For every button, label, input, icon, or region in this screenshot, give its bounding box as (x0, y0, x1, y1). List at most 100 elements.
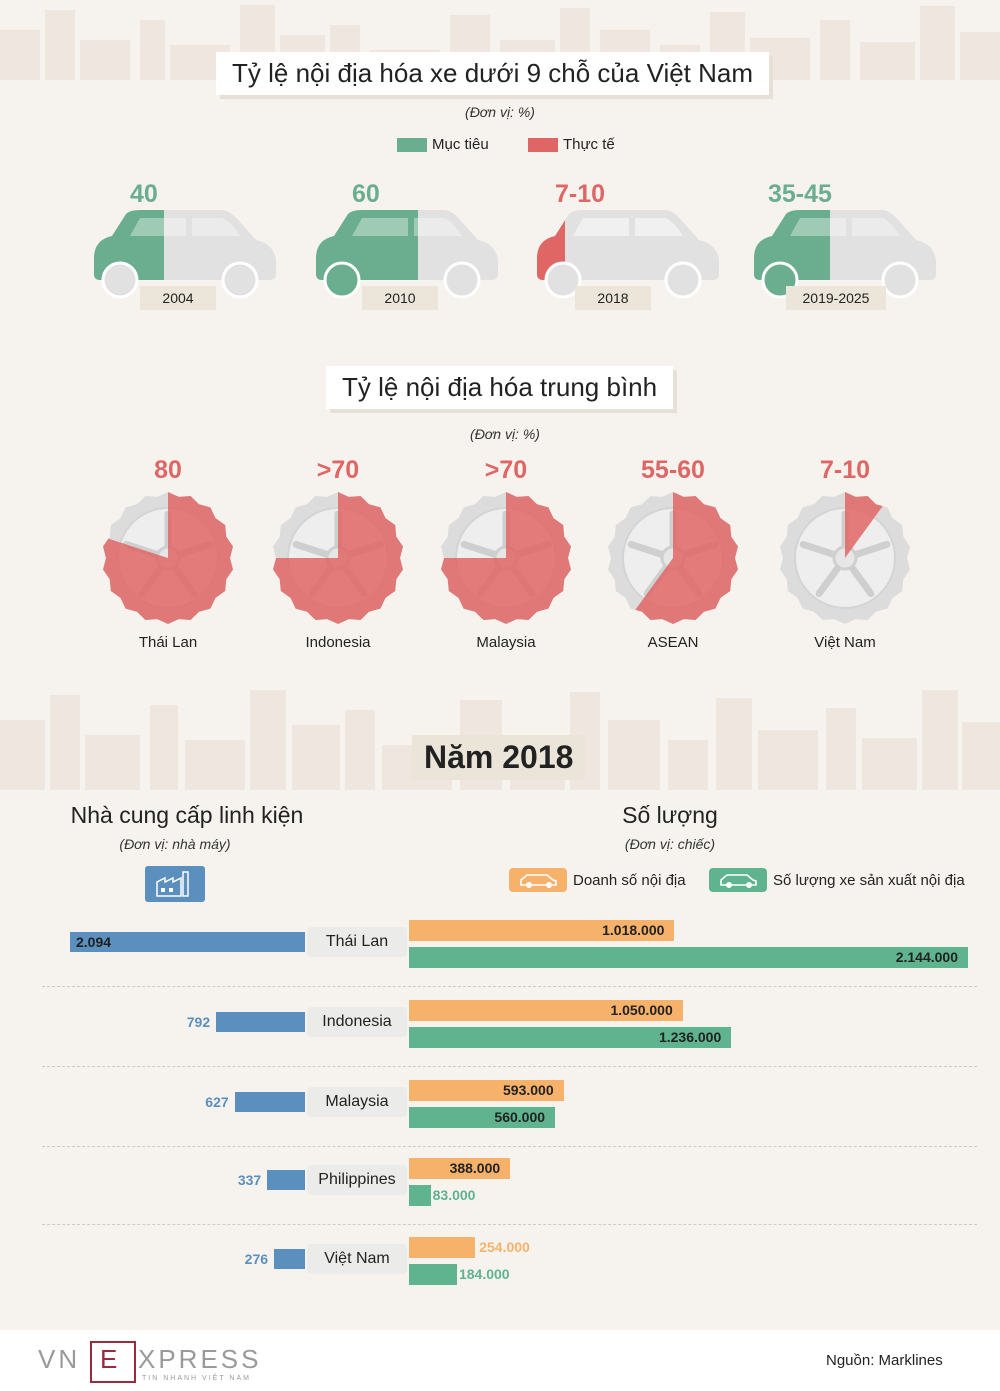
production-bar (409, 947, 968, 968)
suppliers-unit: (Đơn vị: nhà máy) (119, 836, 231, 852)
country-row: 337 Philippines 388.000 83.000 (0, 1158, 1000, 1224)
supplier-bar (234, 1092, 305, 1112)
tire-icon (103, 492, 233, 624)
production-bar (409, 1027, 732, 1048)
car-value: 7-10 (555, 180, 606, 208)
share-sector (273, 492, 403, 624)
tire-icon (608, 492, 738, 624)
production-value: 83.000 (432, 1187, 476, 1203)
row-divider (42, 986, 977, 987)
country-label: Việt Nam (307, 1244, 407, 1274)
wheel-1: 80 Thái Lan (98, 456, 238, 656)
sales-bar (409, 1080, 564, 1101)
legend-production-label: Số lượng xe sản xuất nội địa (773, 872, 965, 889)
vnexpress-logo: VN E XPRESS TIN NHANH VIỆT NAM (38, 1340, 268, 1386)
footer (0, 1330, 1000, 1391)
wheel-label: Indonesia (305, 634, 371, 651)
wheel-label: Việt Nam (814, 634, 876, 651)
supplier-bar (267, 1170, 305, 1190)
source-note: Nguồn: Marklines (826, 1352, 943, 1369)
car-2004: 40 2004 (90, 180, 280, 320)
supplier-value: 627 (205, 1094, 229, 1110)
car-icon (754, 210, 936, 299)
car-year: 2004 (140, 286, 216, 310)
production-value: 2.144.000 (895, 949, 958, 965)
section2-title: Tỷ lệ nội địa hóa trung bình (326, 366, 674, 409)
car-value: 35-45 (768, 180, 832, 208)
wheel-2: >70 Indonesia (268, 456, 408, 656)
row-divider (42, 1146, 977, 1147)
production-value: 560.000 (494, 1109, 546, 1125)
car-value: 60 (352, 180, 380, 208)
sales-value: 254.000 (479, 1239, 530, 1255)
factory-icon (145, 866, 205, 902)
section2-unit: (Đơn vị: %) (470, 426, 540, 442)
legend-actual-label: Thực tế (563, 136, 615, 153)
country-row: 276 Việt Nam 254.000 184.000 (0, 1237, 1000, 1303)
wheel-label: Thái Lan (138, 634, 198, 651)
production-bar (409, 1264, 457, 1285)
car-year: 2018 (575, 286, 651, 310)
wheel-value: >70 (484, 456, 528, 484)
wheel-4: 55-60 ASEAN (603, 456, 743, 656)
svg-text:XPRESS: XPRESS (138, 1344, 262, 1374)
car-icon (94, 210, 276, 299)
supplier-value: 2.094 (76, 934, 112, 950)
supplier-value: 276 (244, 1251, 269, 1267)
production-bar (409, 1107, 555, 1128)
tire-icon (441, 492, 571, 624)
country-row: 792 Indonesia 1.050.000 1.236.000 (0, 1000, 1000, 1066)
svg-text:TIN NHANH VIỆT NAM: TIN NHANH VIỆT NAM (142, 1373, 251, 1382)
supplier-bar (274, 1249, 305, 1269)
production-bar (409, 1185, 431, 1206)
sales-bar (409, 1158, 511, 1179)
wheel-value: 55-60 (641, 456, 705, 484)
wheel-label: Malaysia (476, 634, 536, 651)
wheel-label: ASEAN (647, 634, 699, 651)
wheel-value: 80 (154, 456, 182, 484)
wheel-5: 7-10 Việt Nam (775, 456, 915, 656)
quantity-heading: Số lượng (622, 802, 718, 828)
country-label: Indonesia (307, 1007, 407, 1037)
section1-unit: (Đơn vị: %) (465, 104, 535, 120)
row-divider (42, 1066, 977, 1067)
legend-target-swatch (397, 138, 427, 152)
share-sector (441, 492, 571, 624)
country-label: Malaysia (307, 1087, 407, 1117)
car-2019-2025: 35-45 2019-2025 (750, 180, 940, 320)
supplier-value: 337 (237, 1172, 262, 1188)
wheel-value: >70 (316, 456, 360, 484)
section3-title: Năm 2018 (412, 735, 586, 780)
car-icon (316, 210, 498, 299)
quantity-unit: (Đơn vị: chiếc) (624, 836, 716, 852)
supplier-value: 792 (186, 1014, 211, 1030)
car-year: 2010 (362, 286, 438, 310)
suppliers-heading: Nhà cung cấp linh kiện (70, 802, 304, 828)
tire-icon (780, 492, 910, 624)
tire-icon (273, 492, 403, 624)
country-label: Philippines (307, 1165, 407, 1195)
country-label: Thái Lan (307, 927, 407, 957)
sales-bar (409, 920, 675, 941)
legend-sales-icon (509, 868, 567, 892)
car-year: 2019-2025 (786, 286, 886, 310)
supplier-bar (70, 932, 305, 952)
production-value: 184.000 (458, 1266, 510, 1282)
legend-target-label: Mục tiêu (432, 136, 489, 153)
country-row: 627 Malaysia 593.000 560.000 (0, 1080, 1000, 1146)
car-icon (537, 210, 719, 299)
sales-bar (409, 1000, 683, 1021)
car-value: 40 (130, 180, 158, 208)
sales-value: 1.050.000 (610, 1002, 673, 1018)
car-2010: 60 2010 (312, 180, 502, 320)
section1-title: Tỷ lệ nội địa hóa xe dưới 9 chỗ của Việt… (216, 52, 770, 95)
wheel-value: 7-10 (819, 456, 871, 484)
svg-text:E: E (100, 1344, 117, 1374)
legend-production-icon (709, 868, 767, 892)
production-value: 1.236.000 (658, 1029, 722, 1045)
sales-value: 1.018.000 (602, 922, 665, 938)
sales-value: 593.000 (503, 1082, 554, 1098)
country-row: 2.094 Thái Lan 1.018.000 2.144.000 (0, 920, 1000, 986)
wheel-3: >70 Malaysia (436, 456, 576, 656)
svg-text:VN: VN (38, 1344, 80, 1374)
